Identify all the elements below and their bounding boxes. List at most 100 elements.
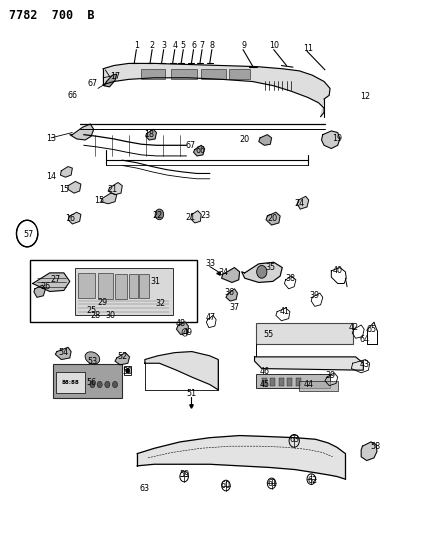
Text: 10: 10 (270, 42, 279, 51)
Polygon shape (55, 348, 71, 360)
Polygon shape (176, 322, 188, 335)
Text: 32: 32 (156, 299, 166, 308)
Circle shape (257, 265, 267, 278)
Text: 15: 15 (94, 196, 104, 205)
Text: 39: 39 (309, 291, 319, 300)
Bar (98, 273, 113, 300)
Circle shape (90, 381, 95, 387)
Text: 3: 3 (161, 42, 166, 51)
Polygon shape (226, 289, 238, 301)
Text: 46: 46 (259, 367, 269, 376)
Text: 41: 41 (279, 307, 289, 316)
Polygon shape (190, 211, 201, 223)
Ellipse shape (85, 352, 100, 364)
Text: 59: 59 (180, 471, 190, 479)
Polygon shape (297, 196, 309, 209)
Polygon shape (146, 130, 156, 140)
Text: 11: 11 (303, 44, 313, 53)
Polygon shape (266, 212, 280, 225)
Text: 42: 42 (349, 323, 359, 332)
Polygon shape (193, 146, 205, 156)
Text: 31: 31 (150, 277, 160, 286)
Text: 33: 33 (205, 260, 216, 268)
Text: 19: 19 (333, 134, 343, 143)
Text: 24: 24 (294, 199, 304, 208)
Text: 53: 53 (87, 357, 98, 366)
Text: 34: 34 (218, 269, 229, 277)
Text: 13: 13 (46, 134, 56, 143)
Text: 29: 29 (97, 298, 107, 307)
Text: 9: 9 (241, 42, 247, 51)
Bar (201, 69, 226, 79)
Text: 7782  700  B: 7782 700 B (9, 9, 95, 22)
Text: 63: 63 (289, 435, 299, 444)
Polygon shape (255, 357, 363, 370)
Polygon shape (145, 352, 218, 390)
Text: 28: 28 (90, 311, 101, 320)
Text: 48: 48 (176, 319, 186, 328)
Bar (125, 367, 131, 375)
Text: 49: 49 (182, 328, 193, 337)
Text: 67: 67 (185, 141, 196, 150)
Circle shape (113, 381, 118, 387)
Text: 21: 21 (185, 213, 196, 222)
Text: 66: 66 (195, 146, 205, 155)
Polygon shape (321, 131, 340, 149)
Text: 2: 2 (149, 42, 155, 51)
Text: 36: 36 (224, 287, 234, 296)
Text: 1: 1 (134, 42, 139, 51)
Polygon shape (101, 193, 117, 204)
Text: 56: 56 (86, 378, 96, 387)
Text: 51: 51 (187, 389, 197, 398)
Text: 66: 66 (67, 91, 77, 100)
Text: 16: 16 (65, 214, 75, 223)
Polygon shape (70, 124, 94, 140)
Bar (30, 260, 197, 322)
Polygon shape (68, 181, 81, 193)
Text: 47: 47 (205, 312, 216, 321)
Text: 12: 12 (360, 92, 371, 101)
Text: 38: 38 (286, 273, 296, 282)
Bar (56, 372, 85, 393)
Polygon shape (108, 182, 122, 195)
Text: 61: 61 (268, 479, 278, 488)
Polygon shape (115, 353, 130, 365)
Text: 15: 15 (59, 185, 69, 194)
Polygon shape (33, 273, 70, 292)
Circle shape (97, 381, 102, 387)
Text: 7: 7 (199, 42, 205, 51)
Text: 45: 45 (259, 380, 269, 389)
Circle shape (126, 368, 130, 373)
Text: 52: 52 (117, 352, 128, 361)
Text: 23: 23 (200, 212, 211, 221)
Bar (171, 69, 197, 79)
Circle shape (155, 209, 163, 220)
Bar (78, 273, 95, 298)
Text: 40: 40 (333, 266, 343, 275)
Bar (262, 377, 267, 386)
Text: 39: 39 (325, 371, 335, 380)
Bar (142, 69, 165, 79)
Text: 58: 58 (370, 442, 380, 451)
Polygon shape (104, 74, 117, 87)
Polygon shape (361, 442, 377, 461)
Polygon shape (103, 63, 330, 117)
Text: 8: 8 (209, 42, 214, 51)
Polygon shape (222, 268, 240, 282)
Bar (129, 274, 138, 298)
Text: 37: 37 (229, 303, 240, 312)
Text: 60: 60 (221, 481, 231, 490)
Bar (140, 274, 149, 298)
Text: 4: 4 (172, 42, 177, 51)
Bar (279, 377, 284, 386)
Text: 43: 43 (359, 360, 369, 369)
Bar (296, 377, 301, 386)
Text: 6: 6 (191, 42, 196, 51)
Bar (53, 364, 122, 398)
Text: 22: 22 (152, 212, 163, 221)
Bar (115, 274, 127, 300)
Text: 63: 63 (140, 484, 150, 493)
Polygon shape (60, 166, 72, 177)
Circle shape (105, 381, 110, 387)
Text: 35: 35 (265, 263, 275, 272)
